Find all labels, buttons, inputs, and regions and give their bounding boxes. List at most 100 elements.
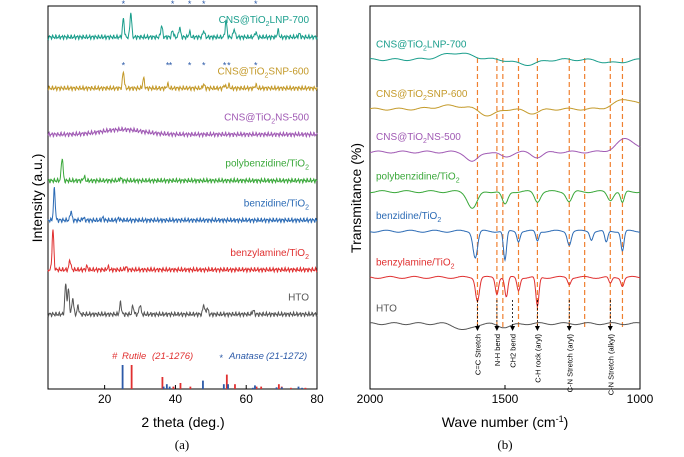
xrd-line-6 [47, 283, 318, 319]
series-label-sub: 2 [305, 165, 309, 172]
anatase-symbol: * [219, 353, 223, 364]
ftir-series-label: CNS@TiO2NS-500 [376, 132, 461, 145]
xrd-series-label: polybenzidine/TiO2 [225, 159, 309, 172]
anatase-card: (21-1272) [266, 351, 307, 362]
ftir-series-label: CNS@TiO2LNP-700 [376, 40, 467, 53]
band-annotation: C=C Stretch [473, 334, 482, 375]
anatase-marker: * [202, 0, 206, 9]
anatase-marker: * [227, 60, 231, 70]
xrd-line-4 [47, 187, 318, 225]
ftir-panel: CNS@TiO2LNP-700CNS@TiO2SNP-600CNS@TiO2NS… [348, 5, 654, 452]
band-annotation: C-N Stretch (aryl) [565, 334, 574, 393]
rutile-symbol: # [112, 351, 118, 362]
ftir-x-ticks: 2000 1500 1000 [357, 385, 654, 406]
series-label-sub: 2 [265, 72, 269, 79]
xrd-tick-label: 40 [169, 392, 183, 406]
series-label-main: benzylamine/TiO [230, 248, 305, 259]
panel-a-label: (a) [175, 437, 189, 452]
series-label-main: CNS@TiO [219, 15, 266, 26]
ftir-x-axis-sup: -1 [556, 414, 564, 424]
series-label-sub: 2 [456, 178, 460, 185]
xrd-series-label: CNS@TiO2LNP-700 [219, 15, 310, 28]
xrd-x-axis-title: 2 theta (deg.) [141, 414, 224, 430]
ftir-y-axis-title: Transmitance (%) [348, 143, 364, 253]
series-label-main: polybenzidine/TiO [225, 159, 305, 170]
series-label-main: CNS@TiO [376, 40, 423, 51]
xrd-line-2 [47, 125, 318, 139]
annotation-arrowhead [510, 326, 516, 331]
xrd-y-axis-title: Intensity (a.u.) [29, 154, 45, 243]
annotation-arrowhead [494, 326, 500, 331]
band-guides [476, 58, 624, 330]
rutile-card: (21-1276) [152, 351, 193, 362]
anatase-marker: * [171, 0, 175, 9]
band-annotation: N-H bend [493, 334, 502, 366]
anatase-marker: * [202, 60, 206, 70]
series-label-sub: 2 [305, 254, 309, 261]
ftir-x-axis-title: Wave number (cm-1) [442, 414, 569, 430]
ftir-x-axis-main: Wave number (cm [442, 414, 556, 430]
xrd-series-label: CNS@TiO2SNP-600 [218, 66, 310, 79]
series-label-sub: 2 [437, 217, 441, 224]
ftir-tick-label: 2000 [357, 392, 384, 406]
anatase-marker: * [223, 60, 227, 70]
band-annotations: C=C Stretch N-H bend CH2 bend C-H rock (ary… [473, 300, 615, 395]
ftir-line-0 [370, 52, 640, 66]
ftir-tick-label: 1500 [492, 392, 519, 406]
series-label-main: CNS@TiO [376, 89, 423, 100]
xrd-line-1 [47, 70, 318, 93]
series-label-main: benzidine/TiO [376, 211, 438, 222]
annotation-arrowhead [566, 326, 572, 331]
xrd-panel: CNS@TiO2LNP-700CNS@TiO2SNP-600CNS@TiO2NS… [29, 0, 324, 452]
ftir-plot-frame [369, 5, 641, 390]
xrd-line-5 [47, 229, 318, 274]
series-label-sub: 2 [305, 204, 309, 211]
ftir-line-6 [370, 322, 641, 330]
xrd-plot-frame [47, 5, 318, 390]
series-label-tail: SNP-600 [427, 89, 468, 100]
anatase-marker: * [188, 0, 192, 9]
series-label-main: CNS@TiO [224, 112, 271, 123]
anatase-marker: * [254, 60, 258, 70]
ftir-line-2 [369, 138, 641, 162]
series-label-sub: 2 [423, 95, 427, 102]
series-label-main: HTO [376, 304, 397, 315]
annotation-arrowhead [474, 326, 480, 331]
band-annotation: C-H rock (aryl) [533, 334, 542, 383]
series-label-tail: NS-500 [427, 132, 461, 143]
xrd-series-label: CNS@TiO2NS-500 [224, 112, 309, 125]
ftir-line-3 [370, 190, 641, 209]
ftir-series-label: benzidine/TiO2 [376, 211, 441, 224]
anatase-marker: * [122, 60, 126, 70]
series-label-main: benzidine/TiO [244, 198, 306, 209]
series-label-tail: NS-500 [275, 112, 309, 123]
anatase-marker: * [122, 0, 126, 9]
ftir-line-5 [369, 275, 641, 309]
rutile-label: Rutile [122, 351, 146, 362]
series-label-main: polybenzidine/TiO [376, 172, 456, 183]
phase-markers: #######************* [122, 0, 258, 70]
series-label-sub: 2 [423, 138, 427, 145]
xrd-line-3 [47, 158, 318, 185]
series-label-sub: 2 [266, 21, 270, 28]
anatase-marker: * [169, 60, 173, 70]
series-label-sub: 2 [271, 118, 275, 125]
series-label-main: CNS@TiO [376, 132, 423, 143]
ftir-series-label: polybenzidine/TiO2 [376, 172, 460, 185]
xrd-tick-label: 80 [310, 392, 324, 406]
xrd-x-ticks: 20 40 60 80 [98, 385, 324, 406]
series-label-sub: 2 [423, 46, 427, 53]
reference-lines [121, 365, 307, 389]
xrd-tick-label: 20 [98, 392, 112, 406]
series-label-main: benzylamine/TiO [376, 257, 451, 268]
panel-b-label: (b) [497, 437, 512, 452]
anatase-marker: * [166, 60, 170, 70]
xrd-series-label: HTO [288, 292, 309, 303]
ftir-series-label: benzylamine/TiO2 [376, 257, 455, 270]
ftir-tick-label: 1000 [627, 392, 654, 406]
anatase-label: Anatase [228, 351, 264, 362]
xrd-series [47, 12, 318, 319]
series-label-tail: SNP-600 [268, 66, 309, 77]
annotation-arrowhead [607, 326, 613, 331]
